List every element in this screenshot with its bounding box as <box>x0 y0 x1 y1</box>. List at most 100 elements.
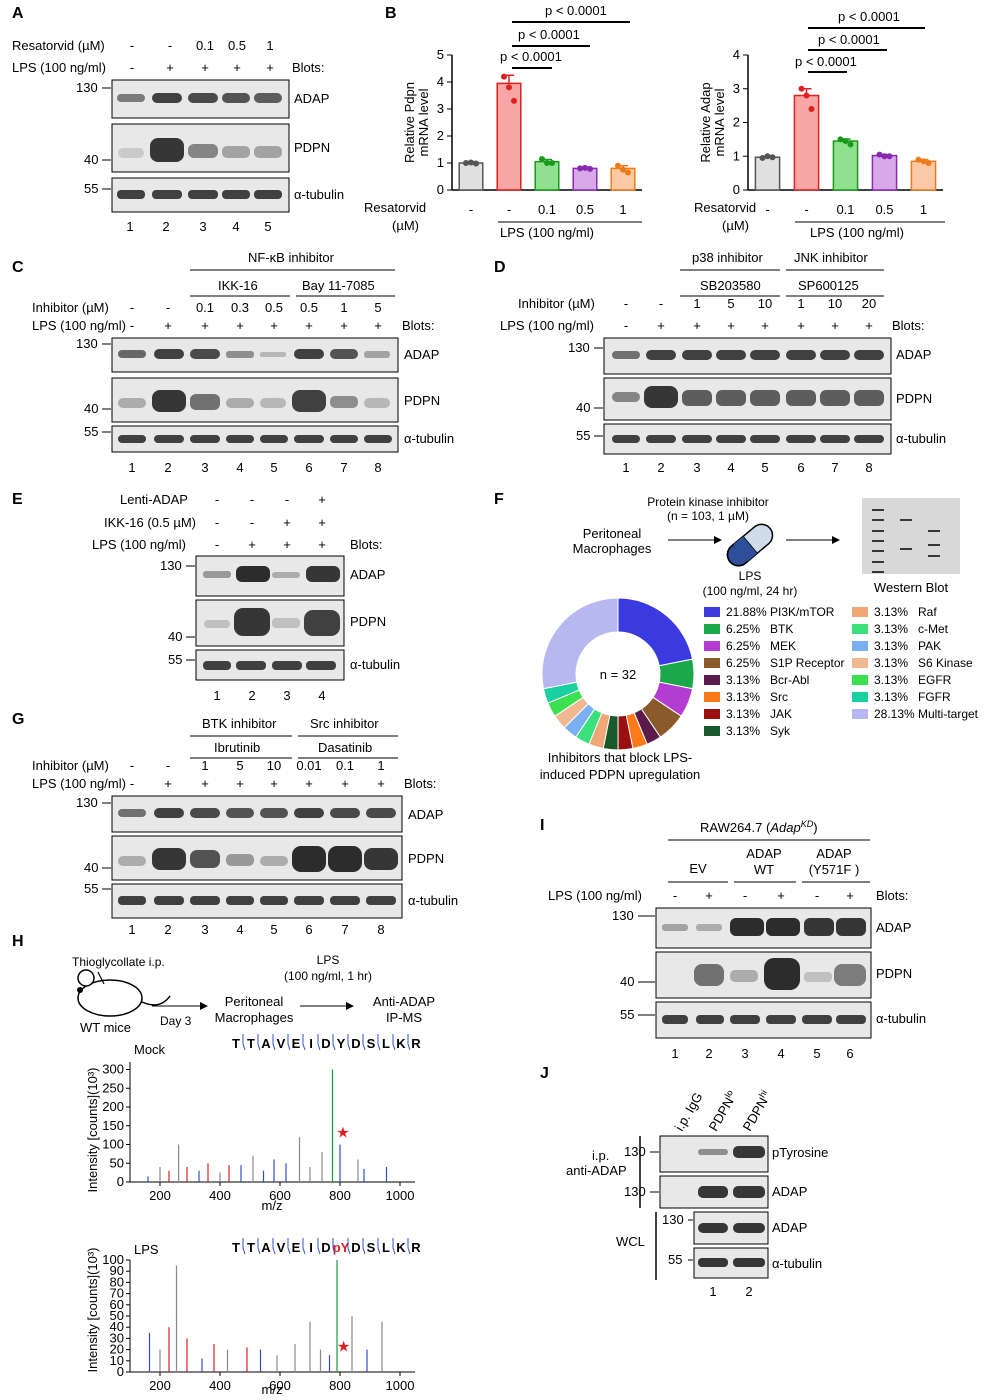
amino-acid: T <box>232 1036 240 1051</box>
panel-e-letter: E <box>12 491 23 508</box>
panel-d-marker-130: 130 <box>568 340 590 355</box>
data-point <box>625 169 631 176</box>
panel-d-subgroup-1: SB203580 <box>700 278 761 293</box>
data-point <box>577 165 583 172</box>
lane-number: 1 <box>622 460 629 475</box>
y-tick-label: 60 <box>110 1297 124 1312</box>
panel-b-left-xrow1-label: Resatorvid <box>364 200 426 215</box>
y-axis-label: Relative Pdpn <box>402 82 417 163</box>
legend-swatch <box>852 709 868 719</box>
panel-a-blot-label-tubulin: α-tubulin <box>294 187 344 202</box>
y-ion-cleavage <box>377 1034 381 1051</box>
legend-percent: 28.13% <box>874 707 915 721</box>
lps-sign: + <box>831 318 839 333</box>
panel-a-r2-v2: + <box>166 60 174 75</box>
lps-sign: + <box>761 318 769 333</box>
panel-e-blot-label-tubulin: α-tubulin <box>350 657 400 672</box>
data-point <box>876 151 883 158</box>
inhibitor-dose: 0.5 <box>300 300 318 315</box>
inhibitor-dose: 0.01 <box>296 758 321 773</box>
y-tick-label: 3 <box>437 101 444 116</box>
y-ion-cleavage <box>272 1034 276 1051</box>
panel-f-arrow-1-head <box>714 536 722 544</box>
data-point <box>473 160 479 167</box>
panel-c-letter: C <box>12 259 24 276</box>
panel-a-r2-v5: + <box>266 60 274 75</box>
ikk16-sign: + <box>283 515 291 530</box>
legend-percent: 3.13% <box>874 690 908 704</box>
panel-g-group-title-1: BTK inhibitor <box>202 716 277 731</box>
legend-swatch <box>852 641 868 651</box>
y-tick-label: 2 <box>733 115 740 130</box>
data-point <box>764 153 771 160</box>
lps-sign: + <box>705 888 713 903</box>
y-ion-cleavage <box>377 1238 381 1255</box>
x-tick-label: 0.1 <box>538 202 556 217</box>
panel-c-row1-label: Inhibitor (µM) <box>32 300 109 315</box>
panel-b-left-xrow1-unit: (µM) <box>392 218 419 233</box>
amino-acid: E <box>292 1036 301 1051</box>
inhibitor-dose: 5 <box>374 300 381 315</box>
data-point <box>842 138 849 145</box>
legend-label: S6 Kinase <box>918 656 973 670</box>
y-tick-label: 300 <box>102 1062 124 1077</box>
y-tick-label: 1 <box>733 148 740 163</box>
lane-number: 2 <box>705 1046 712 1061</box>
panel-i-lane-numbers: 1 2 3 4 5 6 <box>671 1046 853 1061</box>
panel-j-ip-label-1: i.p. <box>592 1148 609 1163</box>
legend-swatch <box>704 692 720 702</box>
x-tick-label: - <box>765 202 769 217</box>
y-ion-cleavage <box>407 1034 411 1051</box>
panel-h-mock-ylabel: Intensity [counts](10³) <box>85 1068 100 1193</box>
lps-sign: - <box>130 776 134 791</box>
panel-d-row2-values: - + + + + + + + <box>624 318 873 333</box>
panel-d-subgroup-2: SP600125 <box>798 278 859 293</box>
x-tick-label: - <box>804 202 808 217</box>
legend-swatch <box>852 624 868 634</box>
x-tick-label: 0.1 <box>836 202 854 217</box>
panel-i-blot-label-tubulin: α-tubulin <box>876 1011 926 1026</box>
panel-g-blot-label-tubulin: α-tubulin <box>408 893 458 908</box>
panel-b-right-p3: p < 0.0001 <box>838 9 900 24</box>
y-ion-cleavage <box>287 1034 291 1051</box>
lps-sign: + <box>236 776 244 791</box>
bar <box>458 162 484 191</box>
ikk16-sign: - <box>250 515 254 530</box>
panel-g-blots-label: Blots: <box>404 776 437 791</box>
legend-swatch <box>852 692 868 702</box>
legend-label: Multi-target <box>918 707 979 721</box>
panel-a-row1-label: Resatorvid (µM) <box>12 38 105 53</box>
x-tick-label: - <box>469 202 473 217</box>
data-point <box>582 164 588 171</box>
panel-a-r1-v5: 1 <box>266 38 273 53</box>
lps-sign: + <box>283 537 291 552</box>
x-tick-label: 1000 <box>386 1188 415 1203</box>
panel-f-caption-2: induced PDPN upregulation <box>540 767 700 782</box>
panel-d-row1-label: Inhibitor (µM) <box>518 296 595 311</box>
lps-sign: + <box>236 318 244 333</box>
amino-acid: S <box>367 1240 376 1255</box>
panel-d: D p38 inhibitor JNK inhibitor SB203580 S… <box>494 250 946 475</box>
lane-number: 5 <box>813 1046 820 1061</box>
amino-acid: T <box>247 1240 255 1255</box>
amino-acid: L <box>382 1036 390 1051</box>
legend-label: c-Met <box>918 622 949 636</box>
panel-a-r1-v1: - <box>130 38 134 53</box>
panel-b-left-p3: p < 0.0001 <box>545 3 607 18</box>
panel-c: C NF-κB inhibitor IKK-16 Bay 11-7085 Inh… <box>12 250 454 475</box>
capsule-icon <box>726 523 774 567</box>
panel-f: F Protein kinase inhibitor (n = 103, 1 µ… <box>494 491 979 782</box>
panel-f-source-2: Macrophages <box>573 541 652 556</box>
panel-a-r1-v3: 0.1 <box>196 38 214 53</box>
legend-label: EGFR <box>918 673 952 687</box>
panel-j-blot-label-ptyr: pTyrosine <box>772 1145 828 1160</box>
panel-b-left-lps-label: LPS (100 ng/ml) <box>500 225 594 240</box>
panel-e-lane-3: 3 <box>283 688 290 703</box>
panel-b-letter: B <box>385 5 397 22</box>
donut-legend: 21.88% PI3K/mTOR 6.25% BTK 6.25% MEK 6.25% S1P … <box>704 605 979 738</box>
panel-h-lps-1: LPS <box>317 953 340 967</box>
inhibitor-dose: 5 <box>236 758 243 773</box>
panel-f-letter: F <box>494 491 504 508</box>
y-ion-cleavage <box>392 1034 396 1051</box>
